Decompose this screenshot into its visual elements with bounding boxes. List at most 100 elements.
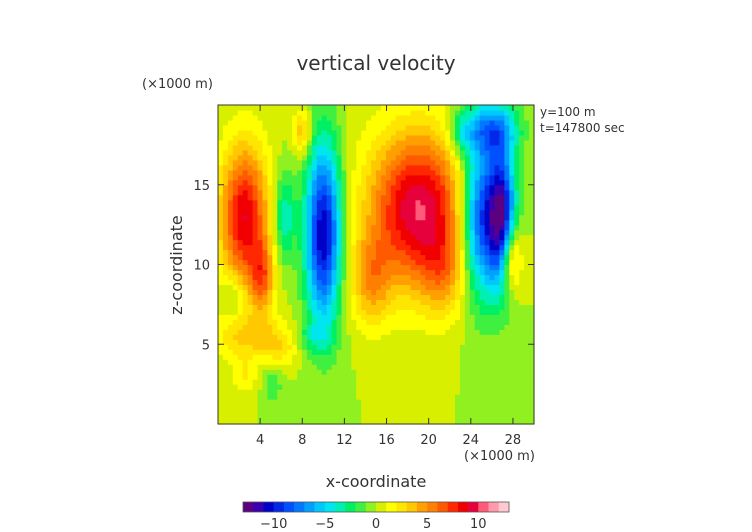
heatmap-cell — [469, 149, 476, 156]
heatmap-cell — [415, 384, 422, 390]
heatmap-cell — [415, 199, 422, 206]
heatmap-cell — [351, 194, 357, 201]
colorbar-swatch — [488, 502, 500, 512]
heatmap-cell — [272, 234, 278, 241]
heatmap-cell — [331, 144, 338, 151]
heatmap-cell — [277, 349, 283, 355]
heatmap-cell — [287, 129, 293, 136]
heatmap-cell — [341, 214, 347, 221]
heatmap-cell — [435, 264, 441, 271]
heatmap-cell — [494, 329, 501, 335]
heatmap-cell — [455, 394, 461, 400]
heatmap-cell — [242, 105, 249, 111]
heatmap-cell — [361, 254, 367, 261]
heatmap-cell — [479, 314, 486, 320]
heatmap-cell — [218, 419, 224, 425]
heatmap-cell — [346, 289, 352, 295]
heatmap-cell — [474, 229, 481, 236]
heatmap-cell — [484, 264, 491, 271]
heatmap-cell — [459, 349, 466, 355]
heatmap-cell — [277, 399, 283, 405]
heatmap-cell — [509, 414, 515, 420]
heatmap-cell — [489, 339, 496, 345]
heatmap-cell — [292, 219, 298, 226]
heatmap-cell — [282, 309, 288, 315]
heatmap-cell — [262, 314, 268, 320]
heatmap-cell — [361, 214, 367, 221]
heatmap-cell — [366, 169, 372, 176]
x-tick-label: 28 — [505, 433, 522, 448]
heatmap-cell — [474, 354, 481, 360]
heatmap-cell — [316, 199, 323, 206]
heatmap-cell — [356, 164, 362, 171]
heatmap-cell — [316, 269, 323, 276]
heatmap-cell — [242, 229, 249, 236]
heatmap-cell — [366, 319, 372, 325]
heatmap-cell — [331, 369, 338, 375]
heatmap-cell — [529, 214, 535, 221]
heatmap-cell — [514, 289, 520, 295]
heatmap-cell — [440, 299, 446, 305]
heatmap-cell — [346, 399, 352, 405]
heatmap-cell — [445, 254, 451, 261]
heatmap-cell — [218, 129, 224, 136]
heatmap-cell — [455, 204, 461, 211]
heatmap-cell — [297, 224, 303, 231]
heatmap-cell — [474, 119, 481, 126]
heatmap-cell — [321, 279, 328, 286]
heatmap-cell — [469, 314, 476, 320]
heatmap-cell — [524, 339, 530, 345]
heatmap-cell — [494, 204, 501, 211]
heatmap-cell — [450, 304, 456, 310]
heatmap-cell — [425, 129, 431, 136]
heatmap-cell — [499, 379, 505, 385]
heatmap-cell — [361, 184, 367, 191]
heatmap-cell — [385, 249, 392, 256]
heatmap-cell — [361, 194, 367, 201]
heatmap-cell — [252, 254, 259, 261]
heatmap-cell — [267, 134, 273, 141]
heatmap-cell — [474, 159, 481, 166]
heatmap-cell — [351, 229, 357, 236]
heatmap-cell — [301, 199, 308, 206]
heatmap-cell — [504, 249, 510, 256]
heatmap-cell — [287, 284, 293, 291]
heatmap-cell — [529, 144, 535, 151]
heatmap-cell — [331, 359, 338, 365]
heatmap-cell — [425, 179, 431, 186]
heatmap-cell — [529, 399, 535, 405]
heatmap-cell — [415, 409, 422, 415]
heatmap-cell — [509, 209, 515, 216]
heatmap-cell — [292, 399, 298, 405]
heatmap-cell — [425, 279, 431, 286]
heatmap-cell — [356, 249, 362, 256]
heatmap-cell — [287, 279, 293, 286]
colorbar-swatch — [314, 502, 326, 512]
heatmap-cell — [430, 389, 436, 395]
heatmap-cell — [450, 209, 456, 216]
heatmap-cell — [361, 299, 367, 305]
heatmap-cell — [464, 134, 471, 141]
heatmap-cell — [282, 369, 288, 375]
heatmap-cell — [371, 384, 377, 390]
heatmap-cell — [346, 124, 352, 131]
heatmap-cell — [385, 139, 392, 146]
heatmap-cell — [336, 209, 343, 216]
heatmap-cell — [450, 399, 456, 405]
heatmap-cell — [346, 224, 352, 231]
heatmap-cell — [371, 369, 377, 375]
heatmap-cell — [222, 194, 229, 201]
heatmap-cell — [321, 314, 328, 320]
heatmap-cell — [484, 184, 491, 191]
heatmap-cell — [336, 374, 343, 380]
heatmap-cell — [242, 259, 249, 266]
heatmap-cell — [390, 264, 397, 271]
heatmap-cell — [504, 184, 510, 191]
heatmap-cell — [390, 284, 397, 291]
heatmap-cell — [484, 239, 491, 246]
heatmap-cell — [380, 319, 387, 325]
heatmap-cell — [529, 299, 535, 305]
heatmap-cell — [218, 394, 224, 400]
heatmap-cell — [410, 209, 417, 216]
heatmap-cell — [272, 254, 278, 261]
